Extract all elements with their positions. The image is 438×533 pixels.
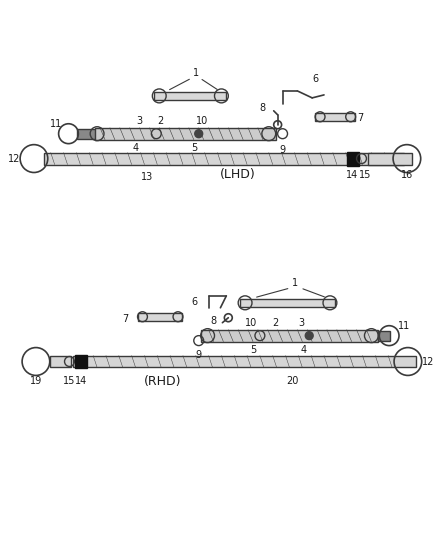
Text: 5: 5 bbox=[192, 143, 198, 152]
Text: 11: 11 bbox=[49, 119, 62, 129]
Text: 1: 1 bbox=[193, 68, 199, 78]
Text: 10: 10 bbox=[245, 318, 257, 328]
Text: 16: 16 bbox=[401, 171, 413, 181]
Text: 15: 15 bbox=[63, 376, 76, 386]
Bar bbox=[347, 151, 359, 166]
Text: 15: 15 bbox=[359, 171, 372, 181]
Bar bbox=[315, 113, 355, 121]
Text: 14: 14 bbox=[75, 376, 88, 386]
Text: 12: 12 bbox=[8, 154, 20, 164]
Text: 2: 2 bbox=[272, 318, 279, 328]
Bar bbox=[201, 330, 378, 342]
Bar bbox=[138, 313, 182, 321]
Bar bbox=[50, 356, 71, 367]
Text: 20: 20 bbox=[286, 376, 299, 386]
Text: 11: 11 bbox=[398, 321, 410, 330]
Text: 2: 2 bbox=[157, 116, 163, 126]
Bar bbox=[240, 299, 335, 307]
Bar bbox=[368, 152, 412, 165]
Text: (LHD): (LHD) bbox=[220, 168, 256, 181]
Text: 4: 4 bbox=[300, 344, 306, 354]
Text: 7: 7 bbox=[357, 113, 364, 123]
Bar bbox=[95, 128, 276, 140]
Bar bbox=[74, 356, 416, 367]
Text: 3: 3 bbox=[137, 116, 143, 126]
Circle shape bbox=[305, 332, 313, 340]
Bar bbox=[154, 92, 226, 100]
Text: 19: 19 bbox=[30, 376, 42, 386]
Text: 3: 3 bbox=[298, 318, 304, 328]
Text: 10: 10 bbox=[195, 116, 208, 126]
Bar bbox=[75, 354, 87, 368]
Bar bbox=[78, 129, 97, 139]
Text: 7: 7 bbox=[123, 314, 129, 324]
Text: 1: 1 bbox=[292, 278, 298, 288]
Text: 6: 6 bbox=[192, 297, 198, 307]
Text: (RHD): (RHD) bbox=[144, 375, 181, 388]
Text: 13: 13 bbox=[141, 173, 154, 182]
Text: 9: 9 bbox=[196, 350, 202, 360]
Text: 12: 12 bbox=[422, 357, 434, 367]
Bar bbox=[378, 330, 390, 341]
Text: 8: 8 bbox=[260, 103, 266, 113]
Text: 6: 6 bbox=[312, 74, 318, 84]
Text: 4: 4 bbox=[133, 143, 139, 152]
Text: 8: 8 bbox=[210, 316, 216, 326]
Text: 5: 5 bbox=[250, 344, 256, 354]
Circle shape bbox=[195, 130, 203, 138]
Text: 9: 9 bbox=[279, 144, 286, 155]
Bar bbox=[44, 152, 404, 165]
Text: 14: 14 bbox=[346, 171, 358, 181]
